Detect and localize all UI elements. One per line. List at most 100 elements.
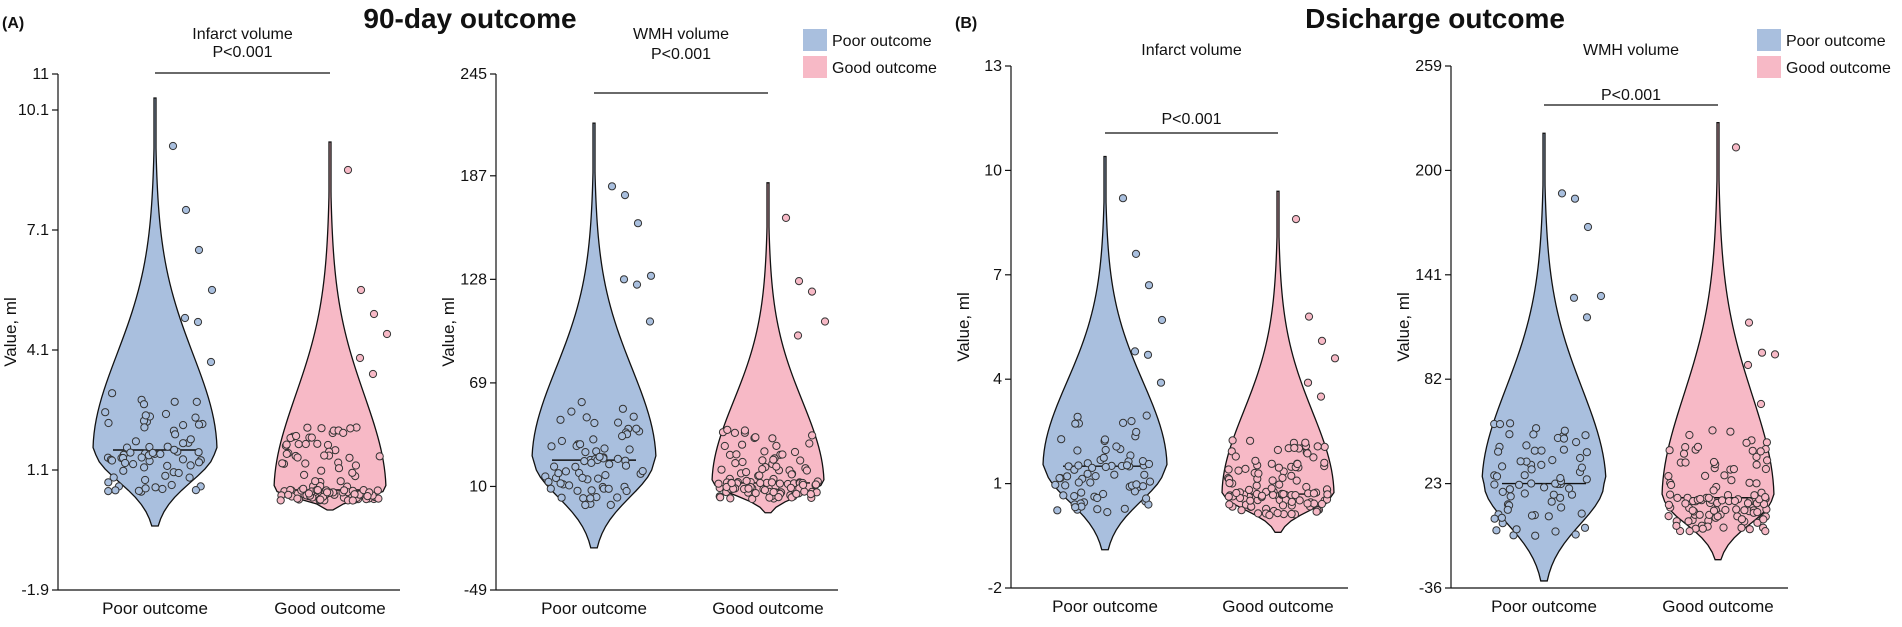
data-point (317, 424, 326, 433)
data-point (126, 448, 135, 457)
data-point (185, 473, 194, 482)
data-point (567, 407, 576, 416)
data-point (579, 494, 588, 503)
data-point (1127, 417, 1136, 426)
data-point (129, 460, 138, 469)
data-point (1070, 492, 1079, 501)
data-point (1497, 513, 1507, 522)
outlier-point (793, 331, 803, 340)
violin-good-outcome (273, 141, 387, 511)
data-point (605, 460, 614, 469)
data-point (1709, 506, 1719, 515)
data-point (1093, 493, 1102, 503)
data-point (546, 484, 555, 493)
data-point (1531, 531, 1540, 540)
y-tick-label: 7 (993, 267, 1002, 284)
data-point (550, 462, 559, 471)
data-point (301, 439, 310, 449)
data-point (1224, 465, 1233, 474)
data-point (716, 493, 725, 502)
data-point (1667, 480, 1676, 490)
data-point (796, 456, 805, 465)
data-point (768, 434, 777, 443)
data-point (192, 397, 201, 406)
data-point (1498, 487, 1507, 496)
data-point (1279, 490, 1288, 499)
data-point (587, 458, 596, 467)
data-point (1753, 507, 1762, 517)
data-point (758, 456, 767, 465)
data-point (1560, 426, 1569, 435)
data-point (1752, 479, 1761, 488)
outlier-point (1303, 378, 1313, 387)
y-tick-label: 141 (1415, 267, 1442, 284)
legend-a: Poor outcome Good outcome (803, 29, 937, 78)
data-point (104, 478, 113, 487)
outlier-point (1156, 378, 1166, 387)
outlier-point (646, 271, 656, 280)
outlier-point (1143, 350, 1153, 359)
data-point (554, 469, 563, 478)
data-point (1527, 511, 1537, 520)
data-point (587, 486, 596, 495)
data-point (556, 415, 565, 424)
data-point (1548, 456, 1557, 465)
data-point (278, 459, 287, 468)
outlier-point (193, 317, 203, 327)
data-point (186, 435, 195, 444)
data-point (284, 490, 293, 499)
data-point (1664, 472, 1673, 481)
data-point (1729, 465, 1739, 474)
data-point (1273, 445, 1283, 455)
outlier-point (382, 329, 392, 339)
data-point (1520, 489, 1529, 498)
data-point (170, 445, 179, 454)
data-point (1228, 436, 1237, 445)
data-point (774, 493, 783, 502)
data-point (1142, 411, 1151, 420)
data-point (1761, 527, 1770, 536)
data-point (1138, 482, 1148, 491)
data-point (1100, 435, 1110, 444)
data-point (581, 500, 590, 510)
data-point (594, 474, 603, 483)
violin-poor-outcome (1481, 132, 1607, 582)
data-point (141, 411, 150, 420)
y-tick-label: 259 (1415, 58, 1442, 75)
data-point (1088, 463, 1097, 472)
data-point (1086, 478, 1095, 487)
data-point (787, 470, 796, 479)
data-point (1073, 412, 1082, 421)
data-point (1083, 469, 1092, 478)
data-point (614, 418, 623, 427)
data-point (320, 451, 329, 460)
data-point (740, 426, 750, 435)
y-tick-label: 10.1 (18, 102, 49, 119)
panel-title: Infarct volume (192, 26, 293, 43)
data-point (1718, 496, 1727, 505)
data-point (191, 486, 200, 495)
data-point (334, 464, 344, 473)
data-point (1559, 445, 1569, 454)
data-point (1309, 453, 1318, 462)
data-point (1743, 499, 1753, 508)
data-point (293, 494, 302, 503)
y-tick-label: 11 (32, 66, 49, 83)
outlier-point (633, 219, 643, 228)
data-point (1696, 494, 1705, 504)
data-point (174, 468, 183, 478)
y-tick-label: 10 (984, 162, 1002, 179)
data-point (582, 413, 591, 422)
data-point (573, 486, 582, 495)
data-point (589, 435, 598, 444)
data-point (1559, 434, 1569, 443)
outlier-point (207, 285, 217, 295)
x-category-label: Good outcome (712, 599, 824, 618)
data-point (1074, 478, 1083, 487)
data-point (1503, 505, 1512, 514)
data-point (751, 433, 760, 442)
data-point (294, 440, 303, 449)
data-point (1684, 517, 1693, 526)
data-point (299, 484, 308, 493)
outlier-point (168, 141, 178, 151)
